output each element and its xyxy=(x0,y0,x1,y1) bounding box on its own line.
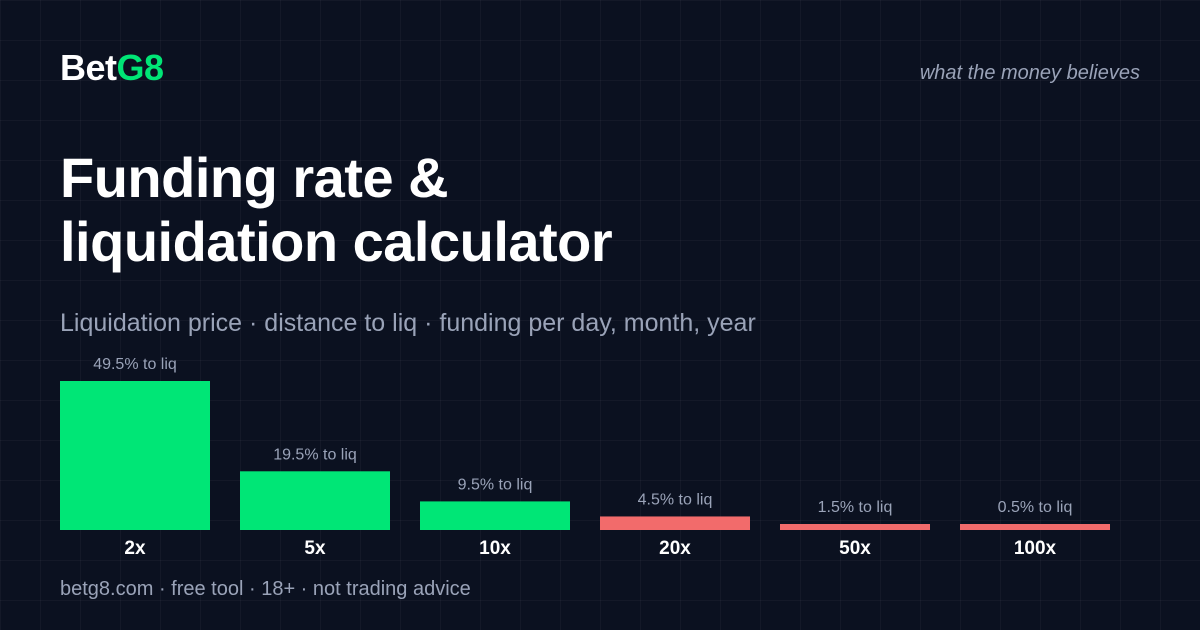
page-title: Funding rate & liquidation calculator xyxy=(60,146,613,274)
title-line-2: liquidation calculator xyxy=(60,210,613,273)
tick-label-100x: 100x xyxy=(1014,538,1057,559)
brand-name-part1: Bet xyxy=(60,47,117,88)
data-label-2x: 49.5% to liq xyxy=(93,356,177,373)
brand-name-part2: G8 xyxy=(116,47,165,88)
tick-label-2x: 2x xyxy=(124,538,146,559)
data-label-100x: 0.5% to liq xyxy=(998,499,1073,516)
tick-label-20x: 20x xyxy=(659,538,691,559)
subtitle: Liquidation price · distance to liq · fu… xyxy=(60,309,756,337)
tick-label-5x: 5x xyxy=(304,538,326,559)
data-label-20x: 4.5% to liq xyxy=(638,491,713,508)
footer: betg8.com · free tool · 18+ · not tradin… xyxy=(60,578,471,600)
bar-20x xyxy=(600,516,750,530)
data-label-50x: 1.5% to liq xyxy=(818,499,893,516)
tick-label-50x: 50x xyxy=(839,538,871,559)
tagline: what the money believes xyxy=(919,62,1140,84)
title-line-1: Funding rate & xyxy=(60,146,449,209)
bar-5x xyxy=(240,471,390,530)
data-label-5x: 19.5% to liq xyxy=(273,446,357,463)
data-label-10x: 9.5% to liq xyxy=(458,476,533,493)
tick-label-10x: 10x xyxy=(479,538,511,559)
bar-2x xyxy=(60,381,210,530)
brand-logo: BetG8 xyxy=(60,50,164,86)
bar-50x xyxy=(780,524,930,530)
bar-100x xyxy=(960,524,1110,530)
bar-10x xyxy=(420,501,570,530)
